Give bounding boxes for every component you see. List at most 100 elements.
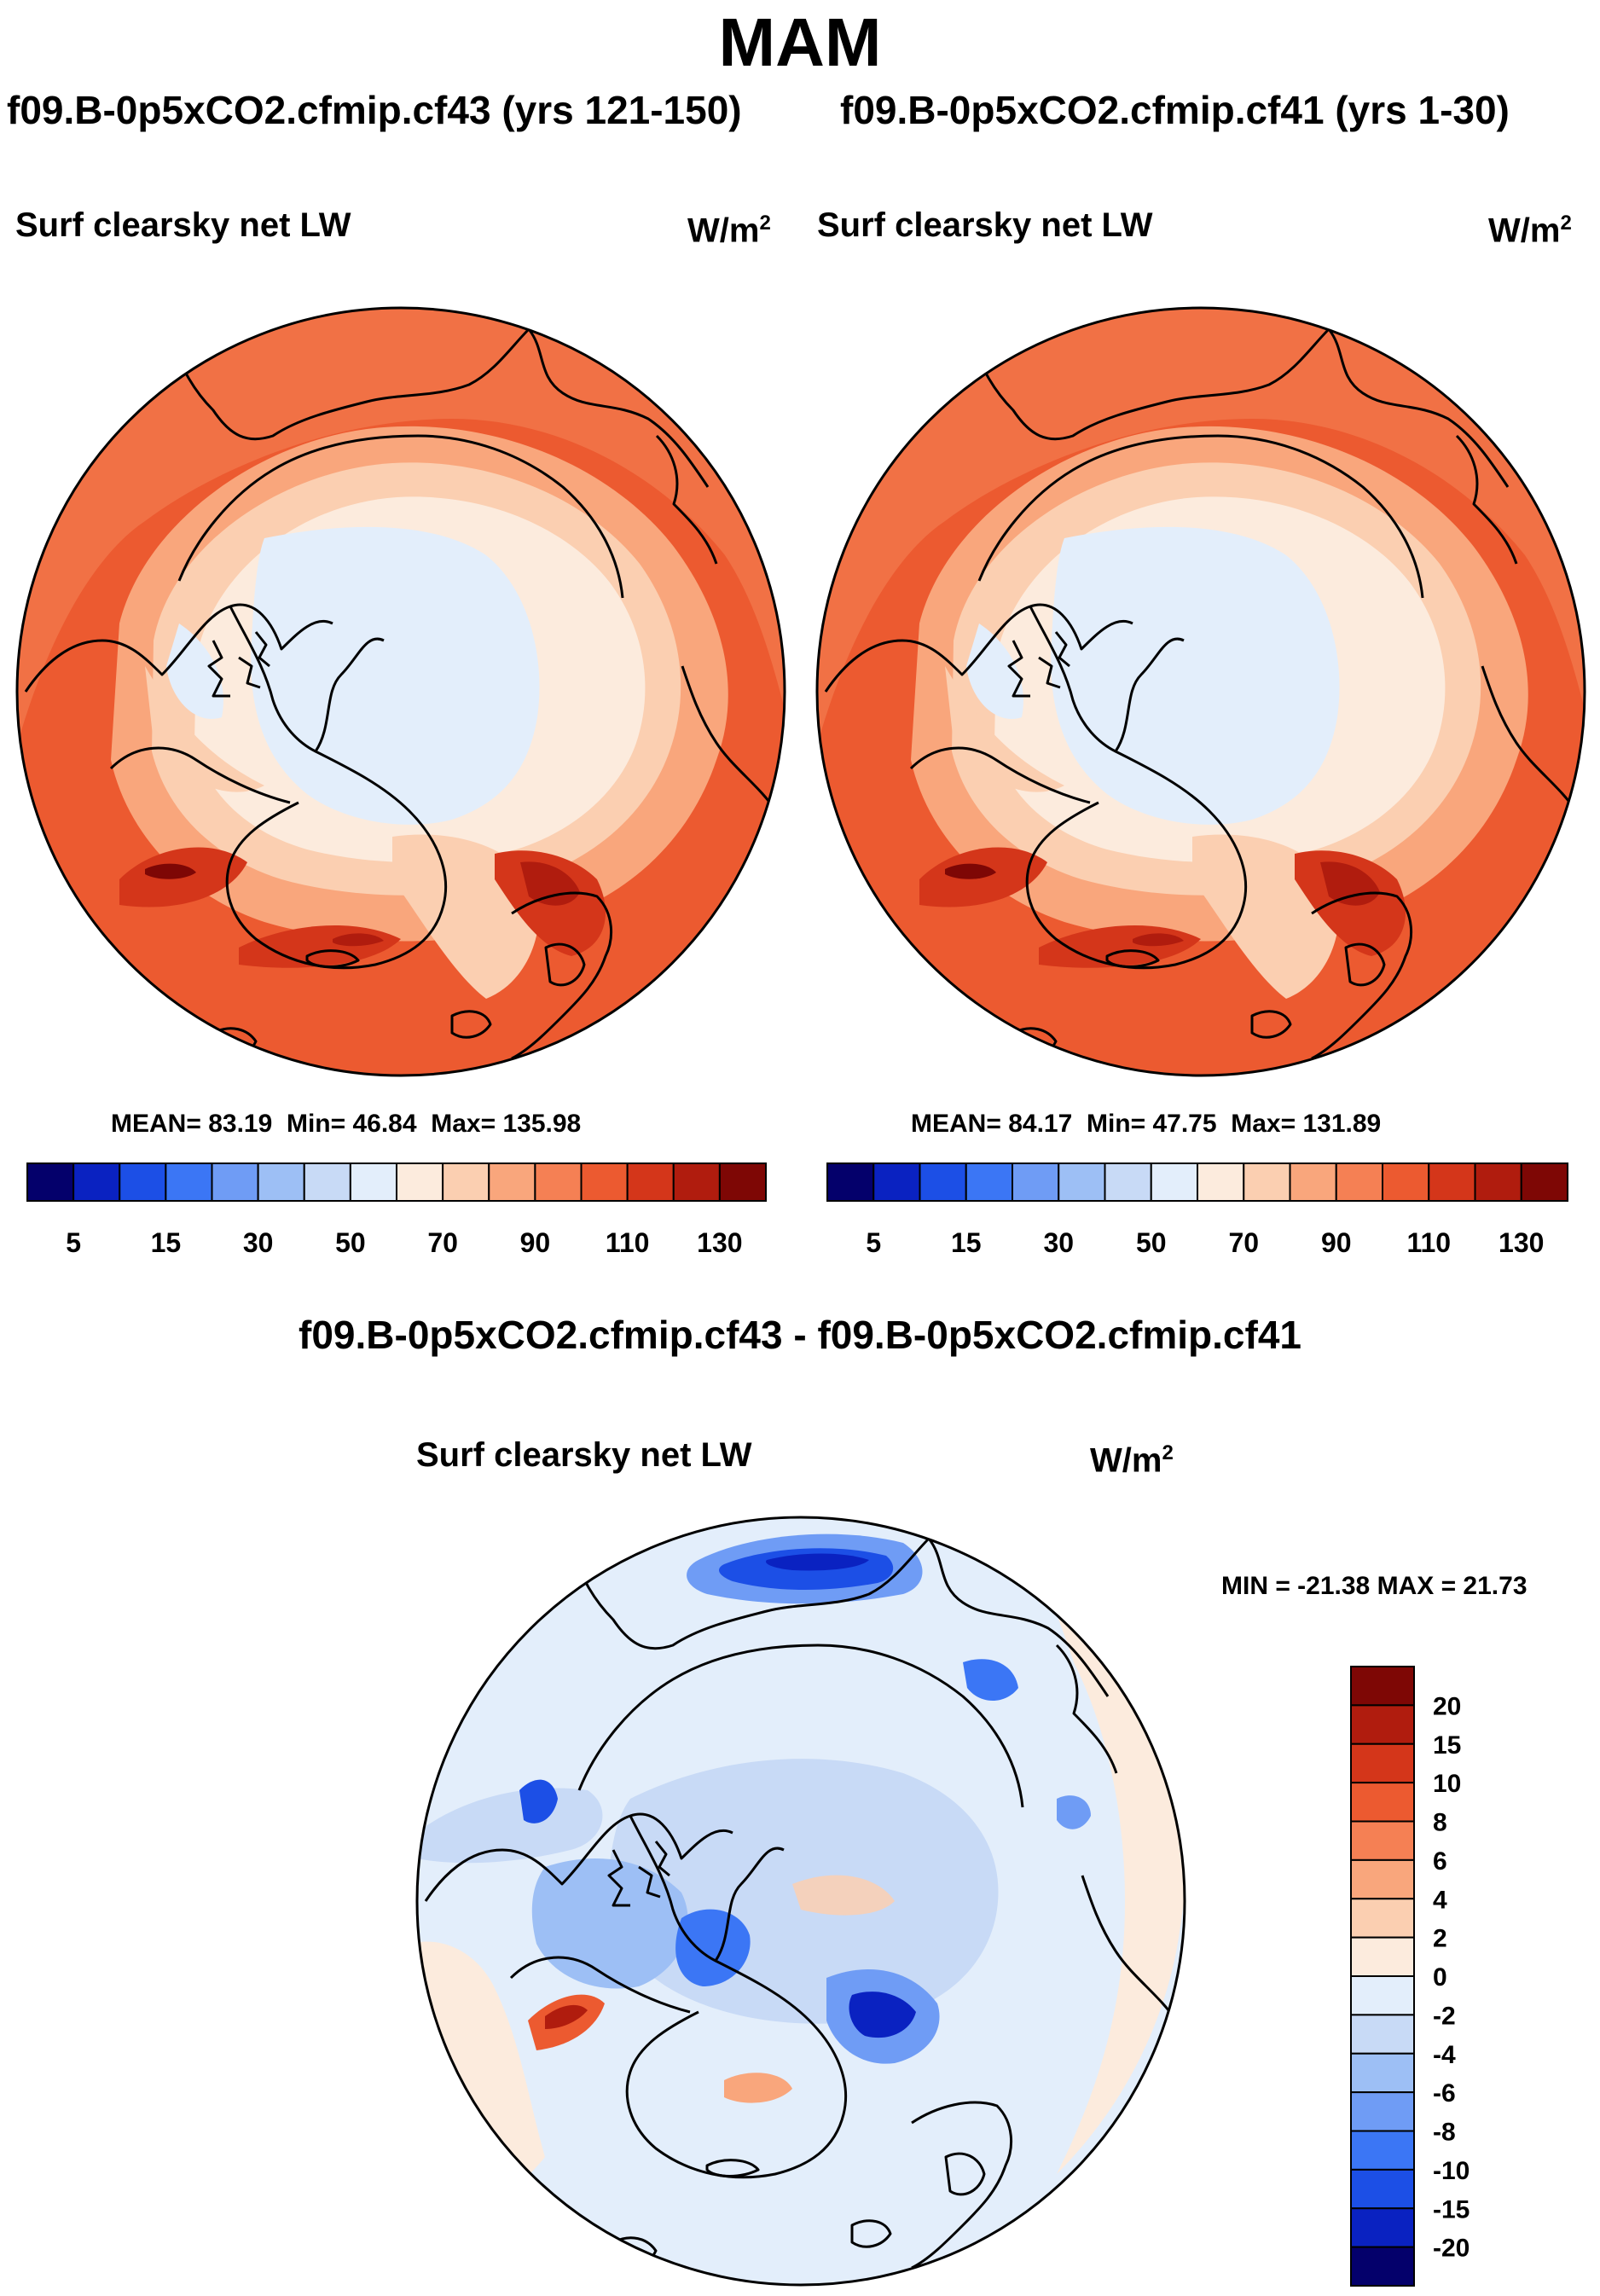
difference-map-border [415,1516,1186,2287]
panel1-colorbar-tick-label-3: 50 [335,1227,366,1258]
panel2-colorbar-swatch-0 [826,1162,875,1202]
panel2-colorbar-swatch-5 [1058,1162,1106,1202]
panel2-colorbar-swatch-13 [1428,1162,1476,1202]
difference-colorbar-tick-label-10: -6 [1433,2079,1456,2108]
difference-colorbar-swatch-0 [1350,1666,1415,1707]
panel1-map-border [15,306,786,1077]
panel2-colorbar-tick-label-0: 5 [866,1227,881,1258]
panel1-colorbar-tick-label-6: 110 [606,1227,650,1258]
difference-colorbar-swatch-12 [1350,2130,1415,2171]
difference-variable-title: Surf clearsky net LW [416,1436,752,1474]
panel2-colorbar-swatch-9 [1243,1162,1291,1202]
panel1-colorbar-swatch-10 [488,1162,536,1202]
difference-colorbar-swatch-5 [1350,1858,1415,1900]
difference-colorbar-swatch-8 [1350,1975,1415,2016]
difference-colorbar-tick-label-13: -15 [1433,2195,1470,2224]
panel2-colorbar-swatch-6 [1104,1162,1152,1202]
panel2-colorbar-swatch-10 [1289,1162,1337,1202]
panel1-colorbar-tick-label-1: 15 [151,1227,182,1258]
panel1-colorbar-swatch-14 [672,1162,721,1202]
difference-map [417,1517,1185,2285]
difference-colorbar-swatch-9 [1350,2014,1415,2055]
panel1-colorbar-swatch-7 [349,1162,397,1202]
panel1-colorbar-swatch-11 [534,1162,583,1202]
panel1-colorbar-swatch-15 [718,1162,767,1202]
panel1-map [17,308,785,1076]
panel2-colorbar-swatch-2 [919,1162,967,1202]
panel1-colorbar-swatch-3 [165,1162,213,1202]
panel2-variable-title: Surf clearsky net LW [817,206,1153,244]
panel2-colorbar-swatch-1 [872,1162,921,1202]
panel1-colorbar-tick-label-0: 5 [66,1227,81,1258]
panel1-colorbar-swatch-12 [580,1162,629,1202]
difference-units: W/m2 [1090,1441,1174,1480]
panel1-colorbar-tick-label-5: 90 [520,1227,551,1258]
difference-colorbar-swatch-11 [1350,2091,1415,2132]
panel1-colorbar-swatch-8 [396,1162,444,1202]
difference-colorbar-tick-label-5: 4 [1433,1886,1447,1914]
difference-colorbar-swatch-14 [1350,2207,1415,2248]
panel1-variable-title: Surf clearsky net LW [15,206,351,244]
panel2-map-border [815,306,1586,1077]
difference-colorbar-tick-label-1: 15 [1433,1731,1461,1760]
panel2-colorbar-tick-label-5: 90 [1321,1227,1352,1258]
panel1-colorbar-tick-label-2: 30 [243,1227,274,1258]
panel2-colorbar: 5 15 30 50 70 90 110 130 [826,1162,1568,1258]
panel1-colorbar-swatch-4 [211,1162,259,1202]
panel1-units: W/m2 [687,212,771,250]
difference-colorbar-tick-label-12: -10 [1433,2157,1470,2185]
panel1-colorbar-swatch-5 [257,1162,305,1202]
difference-colorbar-swatch-7 [1350,1936,1415,1977]
difference-run-title: f09.B-0p5xCO2.cfmip.cf43 - f09.B-0p5xCO2… [299,1313,1301,1357]
difference-colorbar-tick-label-7: 0 [1433,1963,1447,1992]
panel2-colorbar-swatch-4 [1012,1162,1060,1202]
panel2-colorbar-tick-label-3: 50 [1136,1227,1167,1258]
panel2-colorbar-swatch-3 [965,1162,1013,1202]
panel2-colorbar-swatch-12 [1382,1162,1430,1202]
difference-colorbar-swatch-15 [1350,2246,1415,2287]
panel2-colorbar-swatch-7 [1150,1162,1198,1202]
difference-colorbar-tick-label-11: -8 [1433,2119,1456,2147]
panel1-colorbar-swatch-0 [26,1162,75,1202]
panel2-colorbar-tick-label-4: 70 [1228,1227,1259,1258]
difference-colorbar-swatch-2 [1350,1742,1415,1784]
panel2-colorbar-swatch-15 [1520,1162,1568,1202]
panel2-colorbar-tick-label-2: 30 [1043,1227,1074,1258]
panel1-colorbar-swatch-13 [626,1162,675,1202]
panel1-colorbar-swatch-1 [72,1162,121,1202]
difference-colorbar-tick-label-0: 20 [1433,1692,1461,1720]
difference-colorbar-swatch-6 [1350,1898,1415,1939]
panel1-colorbar-tick-label-7: 130 [697,1227,742,1258]
panel1-colorbar: 5 15 30 50 70 90 110 130 [26,1162,767,1258]
difference-colorbar-swatch-10 [1350,2052,1415,2094]
panel2-colorbar-tick-label-7: 130 [1499,1227,1544,1258]
panel1-colorbar-swatch-6 [303,1162,351,1202]
difference-colorbar-tick-label-4: 6 [1433,1847,1447,1876]
figure-title: MAM [718,4,882,80]
difference-colorbar-tick-label-8: -2 [1433,2002,1456,2030]
difference-colorbar-swatch-13 [1350,2168,1415,2210]
panel2-run-title: f09.B-0p5xCO2.cfmip.cf41 (yrs 1-30) [840,88,1510,132]
difference-colorbar-tick-label-14: -20 [1433,2235,1470,2263]
difference-colorbar-swatch-1 [1350,1704,1415,1745]
difference-colorbar-swatch-4 [1350,1820,1415,1861]
difference-colorbar-tick-label-2: 10 [1433,1770,1461,1798]
panel2-colorbar-swatch-11 [1335,1162,1383,1202]
panel2-colorbar-swatch-8 [1197,1162,1245,1202]
panel1-stats: MEAN= 83.19 Min= 46.84 Max= 135.98 [111,1110,582,1138]
panel1-colorbar-swatch-9 [442,1162,490,1202]
difference-minmax: MIN = -21.38 MAX = 21.73 [1221,1572,1528,1600]
difference-colorbar-swatch-3 [1350,1782,1415,1823]
panel1-colorbar-swatch-2 [119,1162,167,1202]
difference-colorbar-tick-label-9: -4 [1433,2041,1456,2069]
panel2-colorbar-swatch-14 [1474,1162,1522,1202]
panel2-colorbar-tick-label-1: 15 [951,1227,982,1258]
panel2-units: W/m2 [1488,212,1572,250]
difference-colorbar-tick-label-3: 8 [1433,1809,1447,1837]
panel1-colorbar-tick-label-4: 70 [427,1227,458,1258]
difference-colorbar-tick-label-6: 2 [1433,1925,1447,1953]
panel2-map [817,308,1585,1076]
panel2-stats: MEAN= 84.17 Min= 47.75 Max= 131.89 [911,1110,1382,1138]
